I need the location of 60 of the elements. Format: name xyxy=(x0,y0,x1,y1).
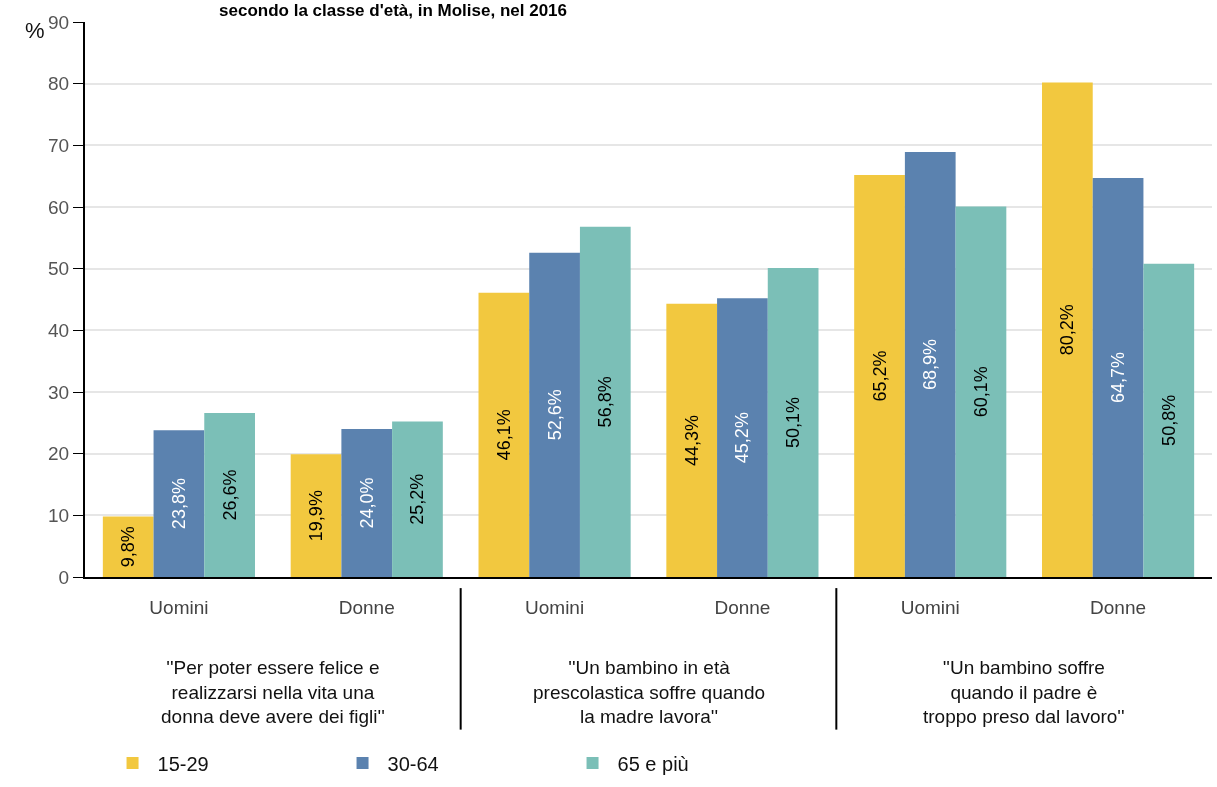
bar xyxy=(904,152,956,577)
legend-label: 30-64 xyxy=(387,752,439,775)
data-label: 68,9% xyxy=(920,339,941,391)
y-tick-label: 10 xyxy=(48,504,70,526)
bar xyxy=(290,454,342,577)
bar xyxy=(717,298,768,577)
y-tick-label: 50 xyxy=(48,258,70,280)
bar xyxy=(1042,82,1093,577)
y-tick-label: 40 xyxy=(48,319,70,341)
bar xyxy=(392,421,443,577)
y-tick-label: 90 xyxy=(48,11,70,33)
bar xyxy=(153,430,205,577)
bar xyxy=(767,268,819,577)
bar xyxy=(1092,178,1144,577)
x-tick-label: Donne xyxy=(338,596,395,618)
data-label: 60,1% xyxy=(970,366,991,418)
data-label: 9,8% xyxy=(118,526,139,568)
bar xyxy=(102,516,154,577)
data-label: 50,1% xyxy=(783,397,804,449)
y-tick-label: 0 xyxy=(58,566,70,588)
data-label: 64,7% xyxy=(1108,351,1129,404)
data-label: 24,0% xyxy=(356,477,377,529)
x-tick-label: Uomini xyxy=(149,596,209,618)
text: ''Per poter essere felice e realizzarsi nella vita una donna deve avere dei figli'' xyxy=(161,657,385,728)
data-label: 45,2% xyxy=(732,412,753,464)
data-label: 19,9% xyxy=(306,490,327,542)
bar xyxy=(1143,263,1195,577)
bar xyxy=(579,226,631,577)
data-label: 50,8% xyxy=(1158,394,1179,446)
x-tick-label: Uomini xyxy=(525,596,585,618)
y-tick-label: 70 xyxy=(48,134,70,156)
data-label: 23,8% xyxy=(168,478,189,530)
data-label: 26,6% xyxy=(219,469,240,521)
chart-title: secondo la classe d'età, in Molise, nel 2016 xyxy=(219,0,568,20)
y-tick-label: 20 xyxy=(48,443,70,465)
bar xyxy=(666,303,718,577)
x-tick-label: Uomini xyxy=(900,596,960,618)
data-label: 65,2% xyxy=(869,350,890,402)
y-tick-label: 80 xyxy=(48,73,70,95)
text: ''Un bambino soffre quando il padre è troppo preso dal lavoro'' xyxy=(923,657,1125,728)
data-label: 52,6% xyxy=(544,389,565,441)
y-tick-label: 60 xyxy=(48,196,70,218)
bar xyxy=(204,412,255,577)
bar xyxy=(955,206,1007,577)
data-label: 56,8% xyxy=(595,376,616,428)
text: ''Un bambino in età prescolastica soffre quando la madre lavora'' xyxy=(533,657,766,728)
y-axis-title: % xyxy=(25,18,45,43)
y-tick-label: 30 xyxy=(48,381,70,403)
x-tick-label: Donne xyxy=(714,596,771,618)
legend-label: 15-29 xyxy=(157,752,209,775)
legend-label: 65 e più xyxy=(617,752,689,775)
data-label: 80,2% xyxy=(1057,304,1078,356)
data-label: 44,3% xyxy=(681,414,702,466)
x-tick-label: Donne xyxy=(1090,596,1147,618)
data-label: 46,1% xyxy=(493,409,514,461)
bar xyxy=(478,292,530,577)
bar xyxy=(529,252,580,577)
bar xyxy=(854,174,905,577)
bar xyxy=(341,429,393,577)
data-label: 25,2% xyxy=(407,473,428,525)
